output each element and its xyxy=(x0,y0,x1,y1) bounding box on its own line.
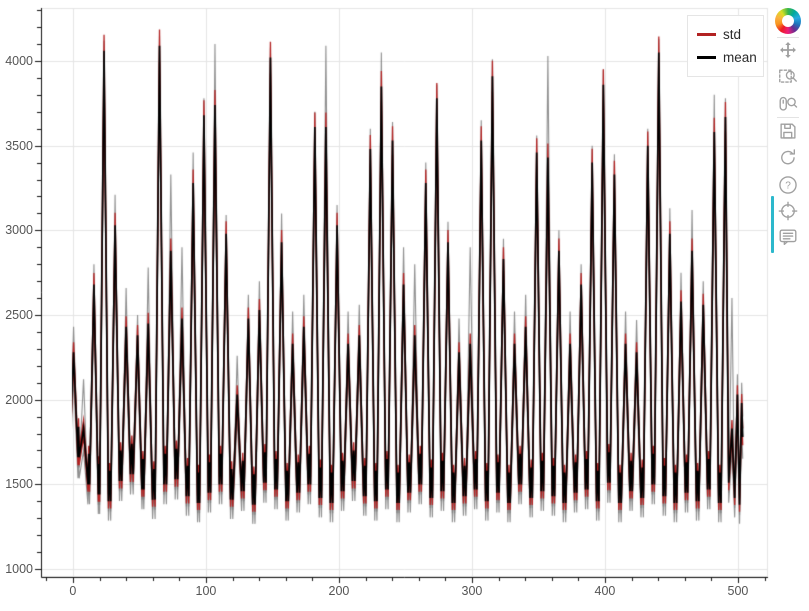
toolbar-divider xyxy=(777,117,799,118)
std-legend-label: std xyxy=(723,27,742,42)
mean-legend-label: mean xyxy=(723,50,757,65)
x-tick-label: 500 xyxy=(727,584,749,598)
toolbar-divider xyxy=(777,37,799,38)
mean-line-swatch xyxy=(697,55,716,60)
x-tick-label: 0 xyxy=(69,584,77,598)
y-tick-label: 1000 xyxy=(5,562,33,577)
help-tool-button[interactable]: ? xyxy=(774,172,802,198)
wheel-zoom-icon xyxy=(779,96,798,111)
legend-item-std: std xyxy=(697,27,763,42)
pan-tool-button[interactable] xyxy=(774,37,802,63)
y-tick-label: 4000 xyxy=(5,54,33,68)
legend-item-mean: mean xyxy=(697,50,763,65)
y-tick-label: 1500 xyxy=(5,477,33,492)
save-tool-button[interactable] xyxy=(774,118,802,144)
legend: std mean xyxy=(687,15,764,77)
svg-text:?: ? xyxy=(785,181,791,192)
pan-icon xyxy=(780,42,796,58)
bokeh-logo[interactable] xyxy=(775,8,801,34)
y-tick-label: 2000 xyxy=(5,392,33,407)
x-tick-label: 100 xyxy=(195,584,217,598)
crosshair-icon xyxy=(778,201,798,221)
x-tick-label: 200 xyxy=(328,584,350,598)
reset-tool-button[interactable] xyxy=(774,145,802,171)
x-tick-label: 400 xyxy=(594,584,616,598)
x-tick-label: 300 xyxy=(461,584,483,598)
help-icon: ? xyxy=(779,176,797,194)
box-zoom-tool-button[interactable] xyxy=(774,64,802,90)
hover-icon xyxy=(779,229,797,246)
hover-tool-button[interactable] xyxy=(774,224,802,250)
crosshair-tool-button[interactable] xyxy=(774,198,802,224)
reset-icon xyxy=(781,149,796,165)
save-icon xyxy=(780,123,796,139)
y-tick-label: 2500 xyxy=(5,308,33,323)
y-tick-label: 3000 xyxy=(5,223,33,238)
active-tool-indicator xyxy=(771,196,774,253)
wheel-zoom-tool-button[interactable] xyxy=(774,91,802,117)
y-tick-label: 3500 xyxy=(5,138,33,153)
box-zoom-icon xyxy=(779,69,797,83)
std-line-swatch xyxy=(697,32,716,37)
